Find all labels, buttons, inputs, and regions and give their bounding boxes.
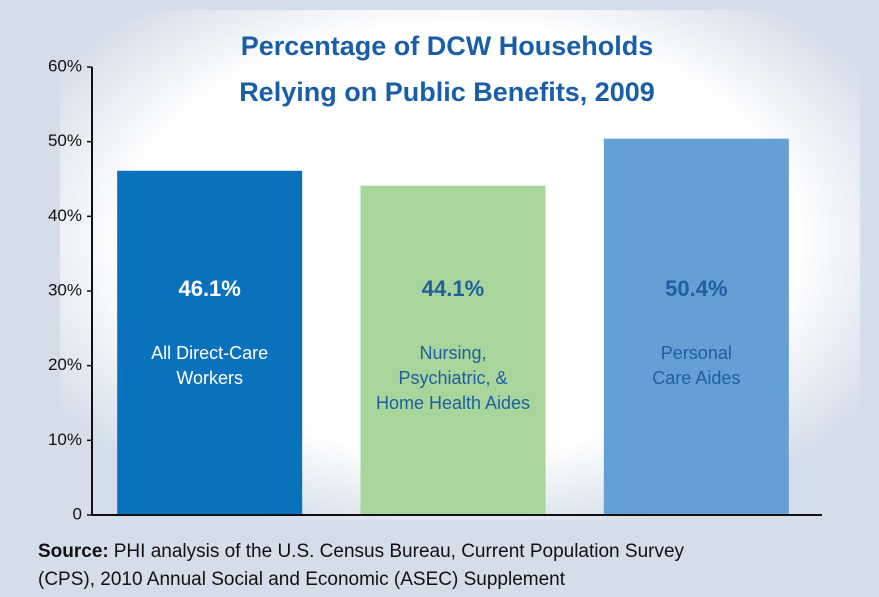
source-note: Source: PHI analysis of the U.S. Census B…	[38, 541, 685, 562]
category-label: All Direct-Care	[151, 343, 268, 363]
value-label: 50.4%	[665, 276, 727, 301]
source-text: (CPS), 2010 Annual Social and Economic (…	[38, 569, 566, 590]
bar	[360, 185, 546, 515]
category-label: Nursing,	[419, 343, 486, 363]
category-label: Personal	[661, 343, 732, 363]
y-tick-label: 60%	[48, 56, 82, 75]
category-label: Workers	[176, 368, 243, 388]
y-tick-label: 30%	[48, 280, 82, 299]
category-label: Psychiatric, &	[398, 368, 507, 388]
value-label: 46.1%	[178, 276, 240, 301]
value-label: 44.1%	[422, 276, 484, 301]
chart-title: Percentage of DCW Households	[241, 31, 654, 61]
source-label: Source:	[38, 541, 109, 562]
bar	[603, 138, 789, 515]
y-tick-label: 50%	[48, 131, 82, 150]
y-tick-label: 10%	[48, 430, 82, 449]
chart-title: Relying on Public Benefits, 2009	[239, 77, 655, 107]
bar	[117, 170, 303, 515]
source-text: PHI analysis of the U.S. Census Bureau, …	[114, 541, 685, 562]
category-label: Home Health Aides	[376, 393, 530, 413]
y-tick-label: 0	[73, 504, 82, 523]
category-label: Care Aides	[652, 368, 740, 388]
y-tick-label: 20%	[48, 355, 82, 374]
y-tick-label: 40%	[48, 206, 82, 225]
